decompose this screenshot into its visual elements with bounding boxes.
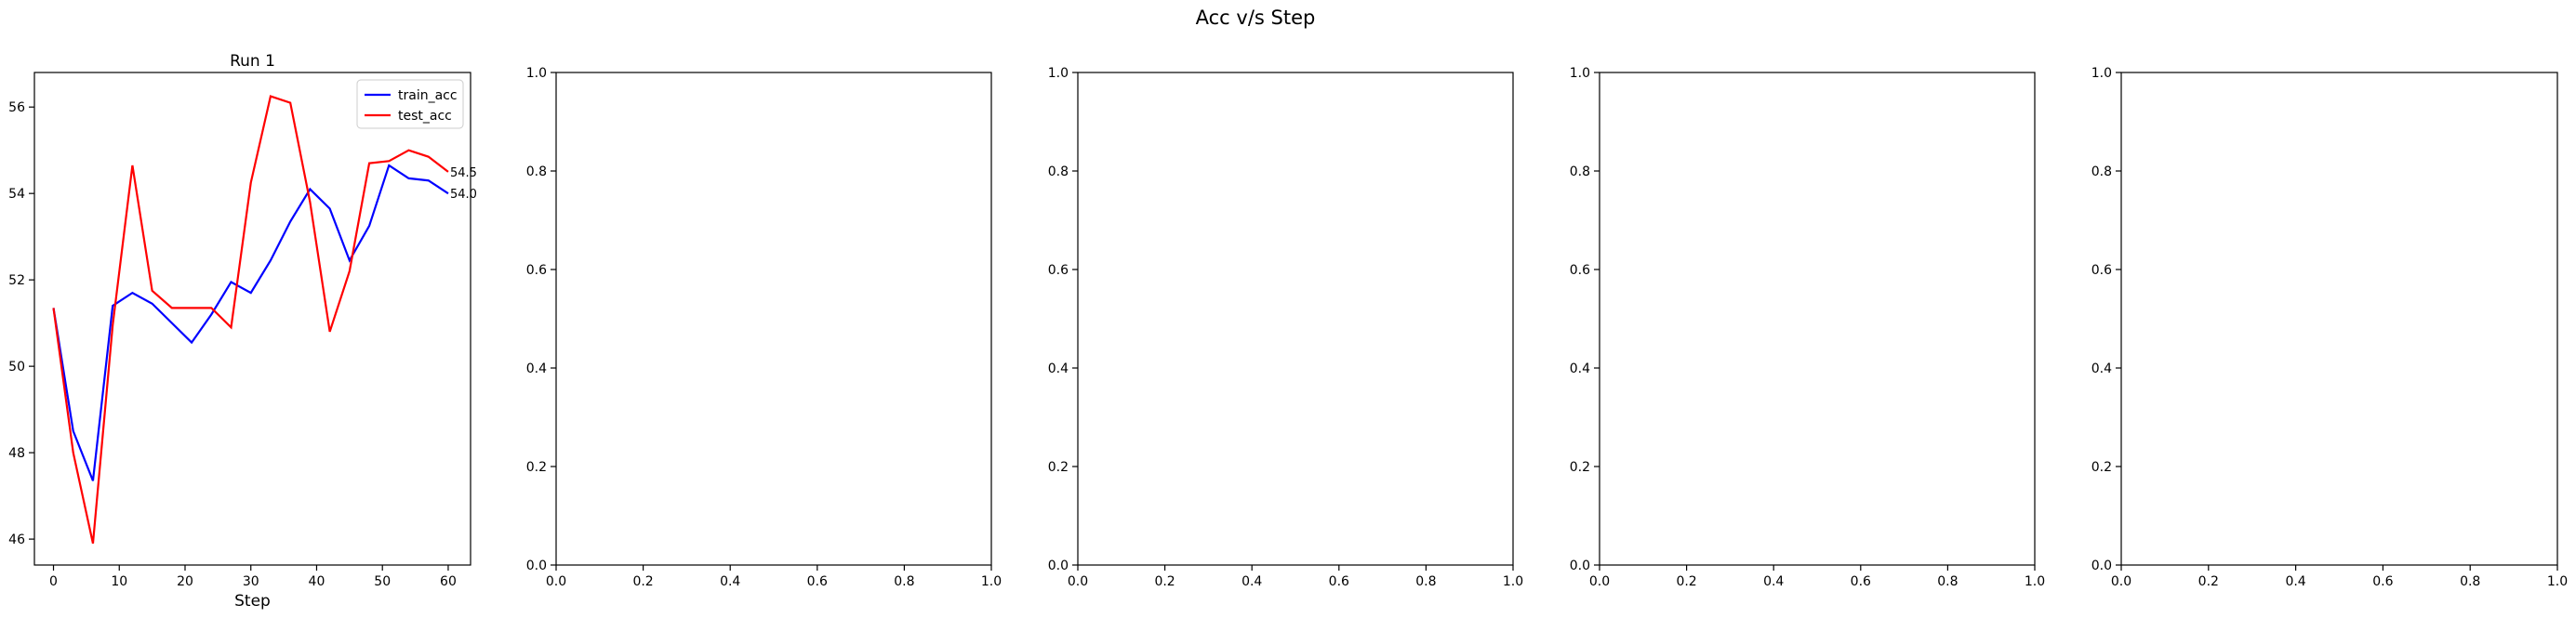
x-tick-label: 0.8 bbox=[1415, 574, 1436, 589]
x-tick-label: 0.4 bbox=[2285, 574, 2305, 589]
y-tick-label: 0.2 bbox=[1048, 460, 1069, 475]
x-tick-label: 0.8 bbox=[894, 574, 914, 589]
x-tick-label: 0.6 bbox=[2372, 574, 2393, 589]
axes-frame bbox=[1599, 72, 2036, 566]
x-tick-label: 1.0 bbox=[2547, 574, 2568, 589]
x-tick-label: 0.2 bbox=[2198, 574, 2219, 589]
axes-frame bbox=[1077, 72, 1514, 566]
x-tick-label: 10 bbox=[111, 574, 127, 589]
x-tick-label: 0.0 bbox=[1068, 574, 1088, 589]
x-tick-label: 1.0 bbox=[2025, 574, 2045, 589]
x-tick-label: 0.4 bbox=[720, 574, 740, 589]
x-tick-label: 0 bbox=[49, 574, 58, 589]
subplot-1: 54.0 54.5 0 10 20 30 40 50 60 46 48 50 52 54 56 Run 1 St… bbox=[8, 52, 477, 611]
subplot-3: 0.0 0.2 0.4 0.6 0.8 1.0 0.0 0.2 0.4 0.6 0.8 1.0 bbox=[1048, 66, 1523, 589]
y-tick-label: 0.6 bbox=[1048, 263, 1069, 278]
x-axis-label: Step bbox=[234, 592, 271, 611]
axes-frame bbox=[555, 72, 992, 566]
y-tick-label: 0.8 bbox=[526, 164, 547, 179]
y-tick-label: 0.2 bbox=[2091, 460, 2112, 475]
figure-suptitle: Acc v/s Step bbox=[1196, 7, 1316, 29]
y-tick-label: 1.0 bbox=[526, 66, 547, 81]
y-tick-label: 0.0 bbox=[1570, 559, 1590, 573]
x-tick-label: 0.6 bbox=[1851, 574, 1871, 589]
y-tick-label: 0.8 bbox=[1048, 164, 1069, 179]
series-line-train_acc bbox=[52, 164, 449, 481]
end-value-label-train_acc: 54.0 bbox=[450, 188, 477, 202]
y-tick-label: 54 bbox=[8, 187, 25, 202]
y-tick-label: 0.4 bbox=[1570, 362, 1590, 376]
x-tick-label: 0.6 bbox=[1329, 574, 1349, 589]
y-tick-label: 50 bbox=[8, 360, 25, 375]
subplot-2: 0.0 0.2 0.4 0.6 0.8 1.0 0.0 0.2 0.4 0.6 0.8 1.0 bbox=[526, 66, 1002, 589]
subplot-title: Run 1 bbox=[230, 52, 275, 71]
x-tick-label: 30 bbox=[243, 574, 259, 589]
x-tick-label: 0.2 bbox=[1154, 574, 1175, 589]
x-tick-label: 50 bbox=[374, 574, 391, 589]
legend-label-train_acc: train_acc bbox=[398, 88, 458, 103]
x-tick-label: 20 bbox=[177, 574, 193, 589]
y-tick-label: 48 bbox=[8, 446, 25, 461]
subplot-5: 0.0 0.2 0.4 0.6 0.8 1.0 0.0 0.2 0.4 0.6 0.8 1.0 bbox=[2091, 66, 2568, 589]
y-tick-label: 0.8 bbox=[1570, 164, 1590, 179]
y-tick-label: 46 bbox=[8, 533, 25, 547]
legend-label-test_acc: test_acc bbox=[398, 109, 452, 124]
y-tick-label: 0.0 bbox=[526, 559, 547, 573]
x-tick-label: 0.0 bbox=[546, 574, 566, 589]
y-tick-label: 0.6 bbox=[526, 263, 547, 278]
y-tick-label: 0.0 bbox=[2091, 559, 2112, 573]
y-tick-label: 0.6 bbox=[2091, 263, 2112, 278]
axes-frame bbox=[33, 72, 471, 566]
y-tick-label: 1.0 bbox=[1570, 66, 1590, 81]
subplot-4: 0.0 0.2 0.4 0.6 0.8 1.0 0.0 0.2 0.4 0.6 0.8 1.0 bbox=[1570, 66, 2045, 589]
x-tick-label: 0.6 bbox=[807, 574, 828, 589]
x-tick-label: 0.2 bbox=[632, 574, 653, 589]
y-tick-label: 52 bbox=[8, 273, 25, 288]
y-tick-label: 1.0 bbox=[1048, 66, 1069, 81]
y-tick-label: 1.0 bbox=[2091, 66, 2112, 81]
x-tick-label: 0.4 bbox=[1763, 574, 1784, 589]
y-tick-label: 56 bbox=[8, 100, 25, 115]
x-tick-label: 0.0 bbox=[1589, 574, 1610, 589]
x-tick-label: 40 bbox=[309, 574, 325, 589]
y-tick-label: 0.8 bbox=[2091, 164, 2112, 179]
y-tick-label: 0.4 bbox=[526, 362, 547, 376]
x-tick-label: 0.2 bbox=[1676, 574, 1696, 589]
axes-frame bbox=[2120, 72, 2558, 566]
x-tick-label: 0.8 bbox=[1937, 574, 1958, 589]
y-tick-label: 0.2 bbox=[1570, 460, 1590, 475]
x-tick-label: 60 bbox=[440, 574, 457, 589]
y-tick-label: 0.0 bbox=[1048, 559, 1069, 573]
legend: train_acc test_acc bbox=[356, 79, 464, 129]
x-tick-label: 0.0 bbox=[2111, 574, 2131, 589]
y-tick-label: 0.4 bbox=[1048, 362, 1069, 376]
x-tick-label: 1.0 bbox=[981, 574, 1002, 589]
y-tick-label: 0.2 bbox=[526, 460, 547, 475]
end-value-label-test_acc: 54.5 bbox=[450, 166, 477, 180]
y-tick-label: 0.4 bbox=[2091, 362, 2112, 376]
series-line-test_acc bbox=[52, 95, 449, 544]
x-tick-label: 0.4 bbox=[1242, 574, 1262, 589]
x-tick-label: 0.8 bbox=[2460, 574, 2480, 589]
x-tick-label: 1.0 bbox=[1503, 574, 1523, 589]
y-tick-label: 0.6 bbox=[1570, 263, 1590, 278]
